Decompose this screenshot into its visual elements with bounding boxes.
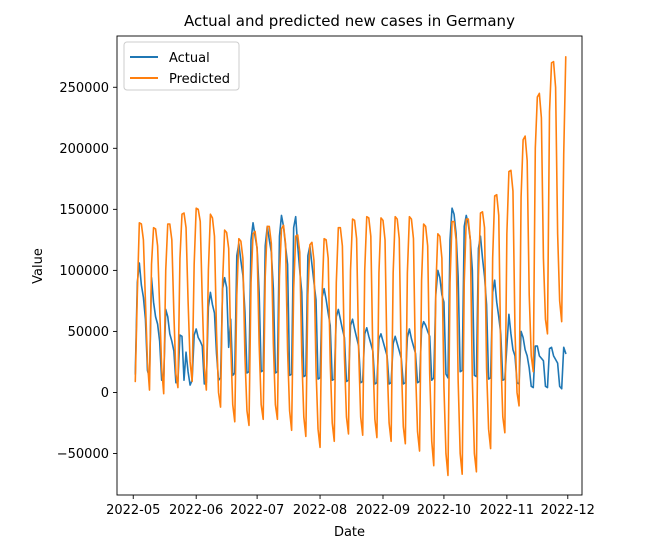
y-tick-label: 0 (101, 386, 109, 401)
chart-title: Actual and predicted new cases in German… (184, 12, 515, 30)
y-tick-label: 250000 (59, 81, 109, 96)
plot-area (134, 55, 567, 477)
x-tick-label: 2022-06 (169, 503, 223, 518)
series-line-predicted (134, 55, 567, 477)
x-tick-label: 2022-08 (293, 503, 347, 518)
x-tick-label: 2022-09 (356, 503, 410, 518)
x-tick-label: 2022-10 (417, 503, 471, 518)
legend-label-predicted: Predicted (169, 72, 230, 87)
legend-label-actual: Actual (169, 51, 210, 66)
y-tick-label: −50000 (57, 447, 109, 462)
legend: Actual Predicted (123, 41, 240, 91)
y-tick-label: 150000 (59, 203, 109, 218)
y-tick-label: 100000 (59, 264, 109, 279)
axes: 2022-05 2022-06 2022-07 2022-08 2022-09 2022-… (57, 35, 595, 518)
y-axis-label: Value (31, 248, 46, 284)
y-tick-label: 200000 (59, 142, 109, 157)
x-tick-label: 2022-12 (541, 503, 595, 518)
x-tick-label: 2022-05 (106, 503, 160, 518)
y-tick-label: 50000 (68, 325, 109, 340)
x-tick-label: 2022-11 (480, 503, 534, 518)
x-tick-label: 2022-07 (230, 503, 284, 518)
x-axis-label: Date (334, 525, 365, 540)
axes-frame (116, 35, 583, 496)
